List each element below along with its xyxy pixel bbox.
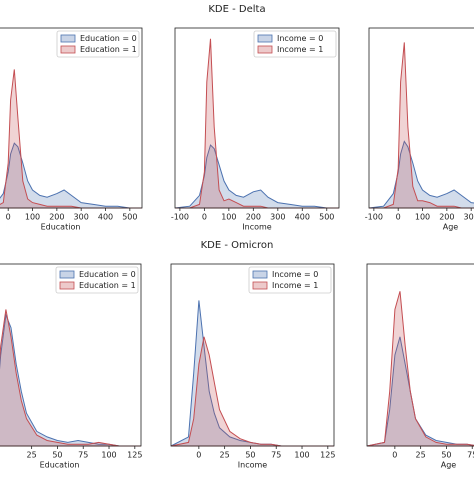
axes-frame [0,27,143,209]
x-axis-label: Education [41,223,81,232]
legend-label: Education = 1 [79,281,136,290]
x-axis-label: Income [238,461,268,470]
legend-label: Education = 0 [79,270,136,279]
kde-area [366,291,474,447]
x-tick-label: 100 [294,451,309,460]
x-tick-label: 100 [221,213,236,222]
legend-swatch [252,270,268,279]
kde-area [174,144,339,209]
x-axis-label: Age [441,461,457,470]
legend-swatch [252,281,268,290]
x-axis-label: Age [443,223,459,232]
x-tick-label: 75 [467,451,474,460]
x-tick-label: 100 [25,213,40,222]
kde-area [0,309,141,447]
legend-box [55,266,139,294]
x-tick-label: -100 [171,213,189,222]
x-tick-label: 50 [245,451,255,460]
x-tick-label: 25 [416,451,426,460]
x-tick-label: 200 [49,213,64,222]
x-tick-label: 300 [464,213,474,222]
x-tick-label: 125 [127,451,142,460]
x-tick-label: 125 [320,451,335,460]
kde-area [0,142,142,209]
x-tick-label: 200 [439,213,454,222]
x-tick-label: 500 [122,213,137,222]
kde-area [366,336,474,447]
legend-swatch [60,45,76,54]
kde-area [368,140,474,209]
x-tick-label: 300 [270,213,285,222]
x-tick-label: 75 [271,451,281,460]
x-tick-label: 100 [415,213,430,222]
x-tick-label: 50 [52,451,62,460]
legend-label: Income = 0 [277,34,323,43]
x-tick-label: 0 [396,213,401,222]
kde-area [369,42,474,209]
kde-area [175,38,339,209]
legend-label: Income = 1 [277,45,323,54]
x-tick-label: -100 [365,213,383,222]
legend-label: Education = 1 [80,45,137,54]
axes-frame [0,263,142,447]
legend-swatch [257,45,273,54]
x-tick-label: 300 [74,213,89,222]
kde-area [0,69,142,209]
x-tick-label: 400 [98,213,113,222]
x-tick-label: 75 [78,451,88,460]
legend-label: Education = 0 [80,34,137,43]
x-tick-label: 25 [27,451,37,460]
legend-swatch [257,34,273,43]
x-tick-label: 0 [392,451,397,460]
x-tick-label: 0 [202,213,207,222]
x-tick-label: 200 [246,213,261,222]
row-title: KDE - Delta [208,4,265,15]
legend-swatch [60,34,76,43]
legend-label: Income = 1 [272,281,318,290]
legend-label: Income = 0 [272,270,318,279]
x-tick-label: 100 [101,451,116,460]
x-tick-label: 0 [196,451,201,460]
x-tick-label: 0 [6,213,11,222]
axes-frame [368,27,474,209]
axes-frame [170,263,335,447]
x-tick-label: 50 [441,451,451,460]
legend-box [248,266,332,294]
legend-swatch [59,281,75,290]
axes-frame [174,27,340,209]
x-axis-label: Income [242,223,272,232]
legend-box [253,30,337,58]
x-tick-label: 400 [295,213,310,222]
x-tick-label: 500 [319,213,334,222]
axes-frame [366,263,474,447]
row-title: KDE - Omicron [201,240,274,251]
x-tick-label: 25 [220,451,230,460]
legend-swatch [59,270,75,279]
legend-box [56,30,140,58]
x-axis-label: Education [40,461,80,470]
